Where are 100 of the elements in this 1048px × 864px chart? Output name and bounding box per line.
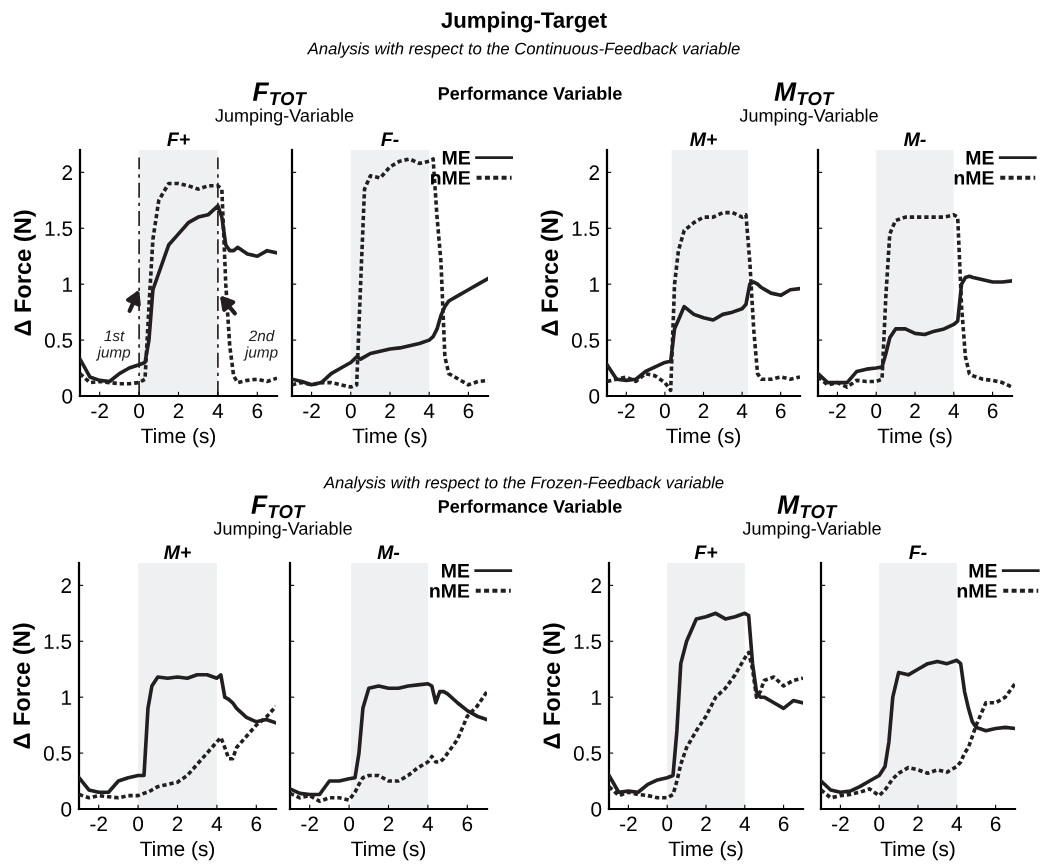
y-tick-label: 1 bbox=[590, 277, 600, 292]
x-axis-title: Time (s) bbox=[877, 427, 952, 448]
line-series bbox=[607, 210, 800, 393]
y-tick-label: 1.5 bbox=[44, 634, 72, 650]
y-tick-label: 0.5 bbox=[43, 746, 72, 761]
x-tick-label: 4 bbox=[212, 403, 224, 419]
text: Jumping-Target bbox=[441, 11, 607, 33]
y-tick-label: 1 bbox=[62, 690, 72, 705]
x-tick-label: -2 bbox=[303, 403, 320, 419]
x-tick-label: 2 bbox=[913, 816, 923, 832]
y-tick-label: 2 bbox=[62, 165, 73, 180]
y-axis-title: Δ Force (N) bbox=[540, 210, 563, 336]
x-tick-label: 0 bbox=[662, 816, 673, 832]
chart-title: M- bbox=[904, 132, 926, 146]
text: Analysis with respect to the Frozen-Feedback variable bbox=[323, 476, 724, 492]
annotation: 2nd jump bbox=[243, 330, 278, 361]
x-axis-title: Time (s) bbox=[140, 840, 215, 861]
legend-label: nME bbox=[430, 584, 470, 598]
chart-title: F+ bbox=[167, 132, 190, 146]
x-tick-label: 0 bbox=[871, 403, 882, 419]
x-tick-label: 2 bbox=[383, 816, 394, 832]
x-axis-title: Time (s) bbox=[668, 840, 743, 861]
y-tick-label: 2 bbox=[589, 165, 600, 180]
x-tick-label: 2 bbox=[698, 403, 709, 419]
x-tick-label: -2 bbox=[90, 816, 107, 832]
chart-title: F+ bbox=[694, 545, 718, 559]
y-tick-label: 1.5 bbox=[572, 221, 600, 237]
y-tick-label: 0 bbox=[61, 802, 72, 817]
y-tick-label: 0.5 bbox=[44, 333, 73, 348]
y-tick-label: 1.5 bbox=[574, 634, 602, 650]
y-tick-label: 2 bbox=[591, 578, 602, 593]
text: Analysis with respect to the Continuous-Feedback variable bbox=[306, 42, 740, 58]
x-tick-label: -2 bbox=[617, 403, 635, 419]
x-tick-label: 0 bbox=[659, 403, 670, 419]
y-tick-label: 1.5 bbox=[45, 221, 73, 237]
x-tick-label: 6 bbox=[775, 403, 786, 419]
y-axis-title: Δ Force (N) bbox=[12, 623, 35, 749]
y-tick-label: 0.5 bbox=[571, 333, 600, 348]
x-tick-label: 0 bbox=[133, 816, 144, 832]
x-tick-label: 0 bbox=[874, 816, 885, 832]
legend-label: nME bbox=[957, 584, 997, 598]
text: Performance Variable bbox=[438, 499, 622, 513]
x-tick-label: -2 bbox=[301, 816, 318, 832]
x-tick-label: 0 bbox=[134, 403, 145, 419]
x-tick-label: 0 bbox=[345, 403, 356, 419]
legend-label: ME bbox=[969, 564, 997, 578]
y-tick-label: 0 bbox=[62, 389, 73, 404]
chart-title: M- bbox=[377, 545, 400, 559]
x-tick-label: 4 bbox=[739, 816, 750, 832]
x-tick-label: 6 bbox=[252, 403, 263, 419]
x-tick-label: 4 bbox=[423, 403, 435, 419]
y-tick-label: 2 bbox=[61, 578, 72, 593]
x-axis-title: Time (s) bbox=[880, 840, 955, 861]
text: F$_{TOT}$ bbox=[251, 495, 306, 519]
x-tick-label: -2 bbox=[832, 816, 849, 832]
y-tick-label: 0.5 bbox=[573, 746, 602, 761]
x-tick-label: 4 bbox=[422, 816, 434, 832]
annotation: 1st jump bbox=[95, 330, 131, 361]
x-tick-label: 4 bbox=[948, 403, 959, 419]
legend-label: ME bbox=[442, 564, 470, 578]
text: M$_{TOT}$ bbox=[777, 495, 838, 519]
x-tick-label: 4 bbox=[736, 403, 748, 419]
x-tick-label: 4 bbox=[211, 816, 223, 832]
y-tick-label: 0 bbox=[591, 802, 602, 817]
x-tick-label: -2 bbox=[829, 403, 846, 419]
text: M$_{TOT}$ bbox=[774, 82, 835, 106]
chart-title: F- bbox=[381, 132, 399, 146]
chart-title: F- bbox=[909, 545, 927, 559]
text: Jumping-Variable bbox=[739, 108, 878, 126]
x-axis-title: Time (s) bbox=[141, 427, 216, 448]
x-tick-label: 4 bbox=[951, 816, 962, 832]
x-tick-label: 2 bbox=[173, 403, 184, 419]
x-tick-label: 6 bbox=[463, 403, 474, 419]
legend-label: nME bbox=[430, 171, 470, 185]
x-tick-label: 6 bbox=[990, 816, 1001, 832]
x-axis-title: Time (s) bbox=[352, 427, 427, 448]
chart-title: M+ bbox=[164, 545, 191, 559]
text: Jumping-Variable bbox=[213, 521, 352, 539]
y-axis-title: Δ Force (N) bbox=[13, 210, 36, 336]
legend-label: ME bbox=[966, 151, 994, 165]
chart-title: M+ bbox=[690, 132, 717, 146]
x-tick-label: -2 bbox=[620, 816, 637, 832]
legend-label: ME bbox=[442, 151, 470, 165]
text: F$_{TOT}$ bbox=[252, 82, 308, 106]
x-tick-label: -2 bbox=[91, 403, 108, 419]
text: Jumping-Variable bbox=[215, 108, 354, 126]
x-tick-label: 6 bbox=[462, 816, 473, 832]
x-tick-label: 6 bbox=[778, 816, 789, 832]
x-tick-label: 6 bbox=[251, 816, 262, 832]
text: Jumping-Variable bbox=[742, 521, 881, 539]
legend-label: nME bbox=[954, 171, 994, 185]
y-tick-label: 1 bbox=[592, 690, 602, 705]
x-axis-title: Time (s) bbox=[351, 840, 426, 861]
x-tick-label: 6 bbox=[987, 403, 998, 419]
x-tick-label: 2 bbox=[701, 816, 711, 832]
x-tick-label: 2 bbox=[910, 403, 920, 419]
x-tick-label: 2 bbox=[172, 816, 183, 832]
y-tick-label: 0 bbox=[589, 389, 600, 404]
x-axis-title: Time (s) bbox=[666, 427, 741, 448]
y-tick-label: 1 bbox=[63, 277, 73, 292]
